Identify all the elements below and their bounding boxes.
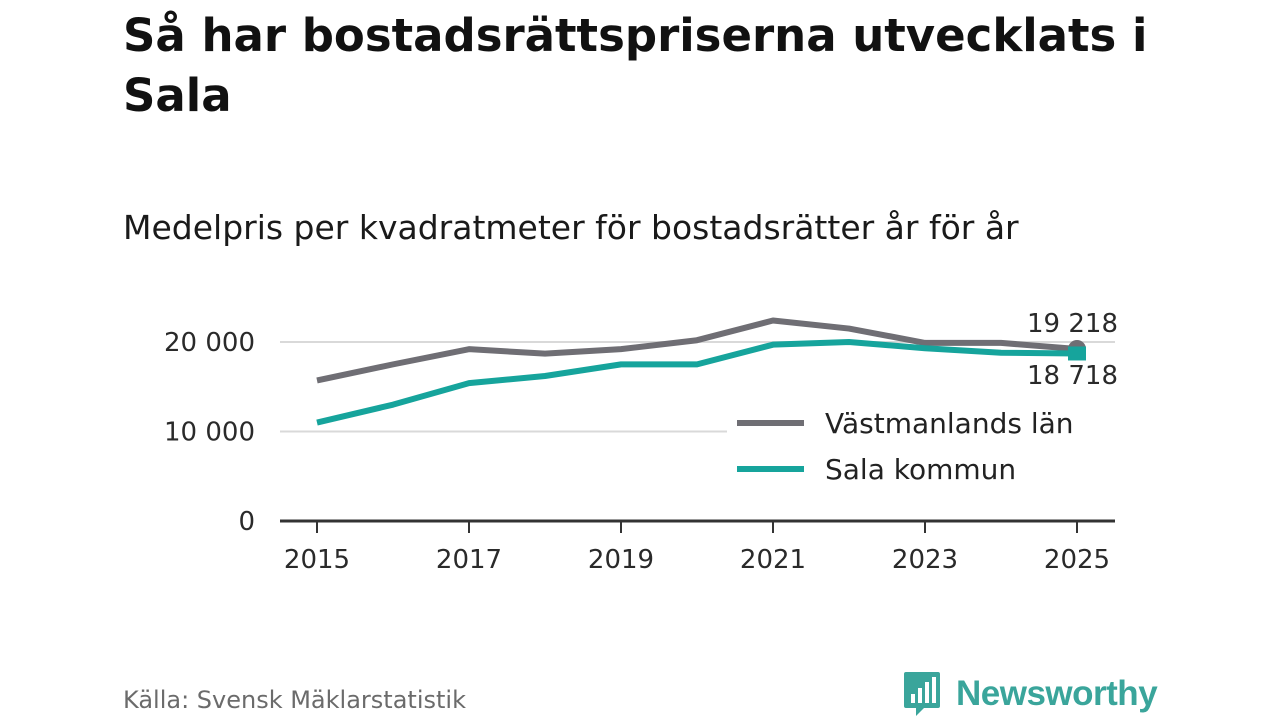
y-tick-label: 10 000: [164, 418, 255, 448]
legend-label: Sala kommun: [825, 453, 1016, 486]
newsworthy-logo: Newsworthy: [902, 670, 1158, 718]
chart-title: Så har bostadsrättspriserna utvecklats i…: [123, 9, 1148, 122]
legend-label: Västmanlands län: [825, 407, 1074, 440]
chart-subtitle: Medelpris per kvadratmeter för bostadsrä…: [123, 208, 1019, 247]
end-value-label: 18 718: [1027, 361, 1118, 391]
y-tick-label: 20 000: [164, 328, 255, 358]
x-tick-label: 2017: [436, 545, 502, 575]
series-line-1: [316, 339, 1078, 426]
x-tick-label: 2019: [588, 545, 654, 575]
y-tick-label: 0: [238, 507, 255, 537]
end-value-label: 19 218: [1027, 309, 1118, 339]
series-end-point: [1068, 346, 1086, 361]
legend-background: [727, 400, 1117, 500]
x-tick-label: 2023: [892, 545, 958, 575]
series-line-0: [316, 317, 1078, 384]
x-tick-label: 2025: [1044, 545, 1110, 575]
source-note: Källa: Svensk Mäklarstatistik: [123, 686, 466, 714]
newsworthy-logo-text: Newsworthy: [956, 674, 1158, 713]
x-tick-label: 2015: [284, 545, 350, 575]
x-tick-label: 2021: [740, 545, 806, 575]
newsworthy-logo-icon: [904, 672, 940, 716]
